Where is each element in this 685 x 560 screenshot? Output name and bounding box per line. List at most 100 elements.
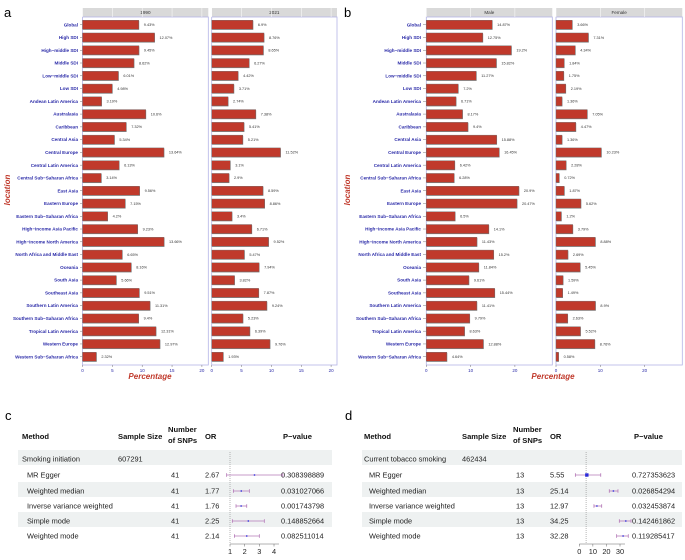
location-label: Southeast Asia <box>388 290 421 295</box>
bar <box>426 32 483 43</box>
value-label: 2.28% <box>571 163 582 167</box>
value-label: 1.84% <box>569 61 580 65</box>
value-label: 5.23% <box>248 317 259 321</box>
bar <box>211 249 245 260</box>
value-label: 10.6% <box>151 112 162 116</box>
value-label: 15.88% <box>502 138 516 142</box>
location-label: Western Europe <box>386 342 422 347</box>
exposure-row: Current tobacco smoking 462434 <box>364 455 487 464</box>
location-label: Eastern Sub−Saharan Africa <box>359 214 421 219</box>
method-row: Weighted mode 41 2.14 0.082511014 <box>27 532 324 541</box>
bar <box>211 237 269 247</box>
facet-title: Male <box>484 10 494 15</box>
bar <box>426 339 484 349</box>
value-label: 1.87% <box>569 189 580 193</box>
value-label: 3.19% <box>107 100 118 104</box>
header-p-value: P−value <box>283 432 312 441</box>
panel-b: b Global High SDI High−middle SDI Middle SDI… <box>343 5 683 381</box>
x-tick-label: 1 <box>228 547 232 556</box>
bar <box>426 58 497 68</box>
location-label: Global <box>407 22 421 27</box>
bar <box>211 326 251 336</box>
location-label: Eastern Europe <box>44 201 78 206</box>
bar <box>426 71 477 81</box>
value-label: 11.84% <box>484 266 497 270</box>
value-label: 1.36% <box>567 138 578 142</box>
location-label: Western Europe <box>43 342 79 347</box>
value-label: 8.59% <box>268 189 279 193</box>
value-label: 1.36% <box>567 100 578 104</box>
value-label: 8.17% <box>467 112 478 116</box>
bar <box>82 300 151 311</box>
bar <box>211 313 244 324</box>
facet-strip <box>556 8 683 17</box>
facet-title: 2021 <box>269 10 280 15</box>
value-label: 15.82% <box>501 61 515 65</box>
bar <box>426 96 457 107</box>
bar <box>555 20 573 30</box>
bar <box>555 122 577 132</box>
x-tick-label: 10 <box>589 547 597 556</box>
bar <box>555 32 589 43</box>
value-label: 3.79% <box>578 227 589 231</box>
value-label: 2.32% <box>101 355 112 359</box>
forest-x-axis: 1 2 3 4 <box>228 543 280 556</box>
bar <box>82 224 138 234</box>
sample-size: 607291 <box>118 455 143 464</box>
bar <box>555 249 569 260</box>
method-row: Weighted median 41 1.77 0.031027066 <box>27 487 324 496</box>
value-label: 8.76% <box>600 342 611 346</box>
snp-count: 13 <box>516 487 524 496</box>
bar <box>426 160 455 170</box>
method-name: Weighted median <box>369 487 426 496</box>
bar <box>426 326 465 336</box>
value-label: 4.64% <box>452 355 463 359</box>
location-label: High−middle SDI <box>41 48 78 53</box>
bar <box>211 20 254 30</box>
bar <box>555 96 563 107</box>
value-label: 6.71% <box>461 100 472 104</box>
method-name: Inverse variance weighted <box>27 502 113 511</box>
bar <box>211 32 265 43</box>
method-name: Weighted mode <box>369 532 421 541</box>
location-label: Caribbean <box>56 124 79 129</box>
value-label: 6.42% <box>460 163 471 167</box>
method-row: MR Egger 41 2.67 0.308398889 <box>27 471 324 480</box>
bar <box>82 288 140 298</box>
bar <box>82 96 102 107</box>
or-point <box>625 520 627 522</box>
bar <box>82 160 120 170</box>
panel-a: a Global High SDI High−middle SDI Middle SDI… <box>3 5 338 381</box>
value-label: 3.66% <box>577 23 588 27</box>
exposure-row: Smoking initiation 607291 <box>22 455 143 464</box>
value-label: 1.93% <box>228 355 239 359</box>
location-label: Eastern Europe <box>387 201 421 206</box>
location-label: Central Europe <box>388 150 421 155</box>
header-sample-size: Sample Size <box>462 432 506 441</box>
value-label: 2.19% <box>571 87 582 91</box>
exposure-label: Current tobacco smoking <box>364 455 446 464</box>
bar <box>82 275 117 285</box>
bar <box>82 186 140 196</box>
bar <box>555 71 564 81</box>
p-value: 0.001743798 <box>281 502 324 511</box>
p-value: 0.727353623 <box>632 471 675 480</box>
method-name: MR Egger <box>369 471 403 480</box>
value-label: 7.94% <box>264 266 275 270</box>
value-label: 5.41% <box>249 125 260 129</box>
bar <box>211 71 239 81</box>
location-label: Australasia <box>53 112 78 117</box>
facet-female: Female 3.66% 7.31% 4.34% 1.84% 1.75% 2.19% 1.36… <box>555 8 683 373</box>
bar <box>82 173 102 183</box>
value-label: 3.1% <box>235 163 244 167</box>
location-label: Southern Latin America <box>26 303 78 308</box>
sample-size: 462434 <box>462 455 487 464</box>
value-label: 12.88% <box>488 342 502 346</box>
location-label: East Asia <box>57 188 78 193</box>
row-shade <box>18 450 332 465</box>
bar <box>211 96 229 107</box>
value-label: 6.65% <box>127 253 138 257</box>
value-label: 7.05% <box>592 112 603 116</box>
bar <box>555 275 564 285</box>
